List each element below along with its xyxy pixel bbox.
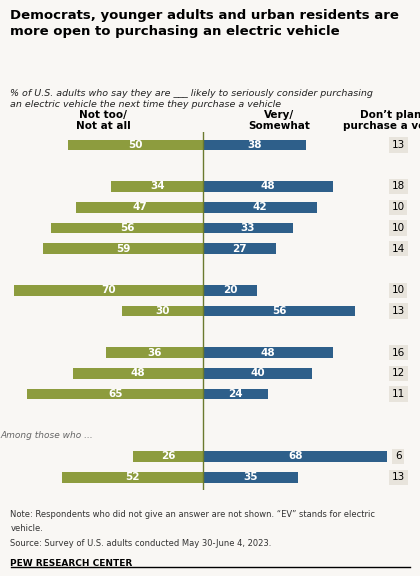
Text: vehicle.: vehicle. [10,524,43,533]
Text: Note: Respondents who did not give an answer are not shown. “EV” stands for elec: Note: Respondents who did not give an an… [10,510,375,519]
Text: 6: 6 [395,452,402,461]
Text: PEW RESEARCH CENTER: PEW RESEARCH CENTER [10,559,133,568]
Bar [122,306,203,316]
Bar [73,368,203,379]
Bar [76,202,203,213]
Text: 18: 18 [392,181,405,191]
Bar [203,451,388,462]
Text: Very/
Somewhat: Very/ Somewhat [248,110,310,131]
Bar [203,389,268,400]
Bar [203,347,333,358]
Text: 68: 68 [288,452,302,461]
Text: 48: 48 [261,347,276,358]
Text: 13: 13 [392,306,405,316]
Text: 26: 26 [161,452,175,461]
Text: 65: 65 [108,389,122,399]
Text: 70: 70 [101,285,116,295]
Bar [52,222,203,233]
Text: 20: 20 [223,285,238,295]
Bar [13,285,203,295]
Text: % of U.S. adults who say they are ___ likely to seriously consider purchasing
an: % of U.S. adults who say they are ___ li… [10,89,373,109]
Text: 42: 42 [253,202,268,212]
Text: Don’t plan to
purchase a vehicle: Don’t plan to purchase a vehicle [343,110,420,131]
Text: 36: 36 [147,347,162,358]
Bar [68,139,203,150]
Text: 56: 56 [120,223,134,233]
Text: Among those who ...: Among those who ... [0,431,93,440]
Text: 34: 34 [150,181,165,191]
Text: 48: 48 [261,181,276,191]
Bar [203,368,312,379]
Text: 47: 47 [132,202,147,212]
Text: 16: 16 [392,347,405,358]
Text: 11: 11 [392,389,405,399]
Text: 24: 24 [228,389,243,399]
Text: Not too/
Not at all: Not too/ Not at all [76,110,130,131]
Text: 56: 56 [272,306,286,316]
Text: 13: 13 [392,472,405,482]
Text: 38: 38 [247,140,262,150]
Text: 10: 10 [392,285,405,295]
Bar [106,347,203,358]
Bar [203,139,306,150]
Text: Democrats, younger adults and urban residents are
more open to purchasing an ele: Democrats, younger adults and urban resi… [10,9,399,37]
Text: 40: 40 [250,368,265,378]
Text: 35: 35 [244,472,258,482]
Text: 10: 10 [392,223,405,233]
Bar [203,243,276,254]
Text: 13: 13 [392,140,405,150]
Bar [203,202,317,213]
Text: 14: 14 [392,244,405,254]
Bar [203,306,355,316]
Bar [27,389,203,400]
Text: 27: 27 [233,244,247,254]
Text: 12: 12 [392,368,405,378]
Bar [133,451,203,462]
Text: 30: 30 [155,306,170,316]
Bar [203,222,293,233]
Text: 33: 33 [241,223,255,233]
Text: 10: 10 [392,202,405,212]
Text: Source: Survey of U.S. adults conducted May 30-June 4, 2023.: Source: Survey of U.S. adults conducted … [10,539,272,548]
Bar [111,181,203,192]
Text: 50: 50 [128,140,143,150]
Bar [62,472,203,483]
Bar [43,243,203,254]
Text: 52: 52 [126,472,140,482]
Bar [203,285,257,295]
Text: 48: 48 [131,368,145,378]
Bar [203,472,298,483]
Bar [203,181,333,192]
Text: 59: 59 [116,244,131,254]
